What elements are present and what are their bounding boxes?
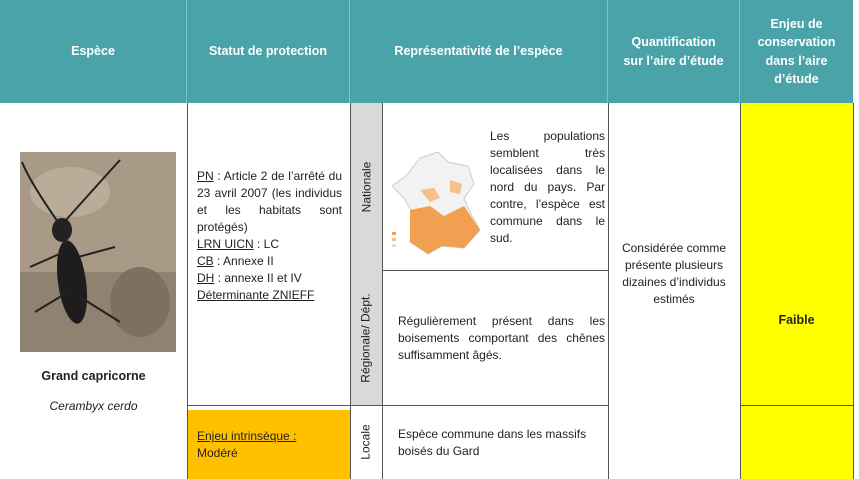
status-code: LRN UICN [197,237,254,251]
rep-text: Régulièrement présent dans les boisement… [398,314,605,362]
border [382,270,608,271]
border [853,103,854,479]
status-item: Déterminante ZNIEFF [197,287,342,304]
header-text: Statut de protection [208,44,328,59]
status-code: DH [197,271,215,285]
rep-text: Les populations semblent très localisées… [490,129,605,245]
level-cell: Locale [350,405,382,479]
level-label: Nationale [359,161,374,212]
species-latin: Cerambyx cerdo [49,399,138,413]
intrinsic-cell: Enjeu intrinsèque : Modéré [187,410,350,479]
header-cell: Statut de protection [187,0,350,103]
rep-text-box: Les populations semblent très localisées… [398,128,605,265]
border [740,103,741,479]
header-cell: Représentativité de l’espèce [350,0,608,103]
header-text: Enjeu de conservation dans l’aire d’étud… [757,17,836,86]
level-cell: Régionale/ Dépt. [350,270,382,405]
header-cell: Enjeu de conservation dans l’aire d’étud… [740,0,853,103]
status-code: CB [197,254,214,268]
intrinsic-value: Modéré [197,446,238,460]
species-photo [20,152,176,352]
status-text: : annexe II et IV [214,271,302,285]
status-code: Déterminante ZNIEFF [197,288,315,302]
header-text: Représentativité de l’espèce [394,44,563,59]
header-text: Quantification sur l’aire d’étude [623,35,724,68]
status-text: : Annexe II [213,254,274,268]
border [608,103,609,479]
border [187,405,608,406]
status-text: : LC [253,237,280,251]
status-code: PN [197,169,214,183]
border [382,103,383,479]
enjeu-cell [740,103,853,479]
status-item: PN : Article 2 de l’arrêté du 23 avril 2… [197,168,342,236]
border [350,103,351,479]
rep-text: Espèce commune dans les massifs boisés d… [398,427,587,458]
level-cell: Nationale [350,103,382,270]
header-cell: Quantification sur l’aire d’étude [608,0,740,103]
distribution-map [391,151,481,255]
border [740,405,853,406]
enjeu-value: Faible [778,313,815,327]
border [187,103,188,479]
header-text: Espèce [71,44,115,59]
level-label: Régionale/ Dépt. [359,292,374,383]
status-item: LRN UICN : LC [197,236,342,253]
header-cell: Espèce [0,0,187,103]
intrinsic-label: Enjeu intrinsèque : [197,429,297,443]
status-item: DH : annexe II et IV [197,270,342,287]
quantification: Considérée comme présente plusieurs diza… [621,241,727,306]
level-label: Locale [359,424,373,460]
species-name: Grand capricorne [41,369,146,383]
status-item: CB : Annexe II [197,253,342,270]
status-text: : Article 2 de l’arrêté du 23 avril 2007… [197,169,342,234]
status-list: PN : Article 2 de l’arrêté du 23 avril 2… [197,168,342,304]
